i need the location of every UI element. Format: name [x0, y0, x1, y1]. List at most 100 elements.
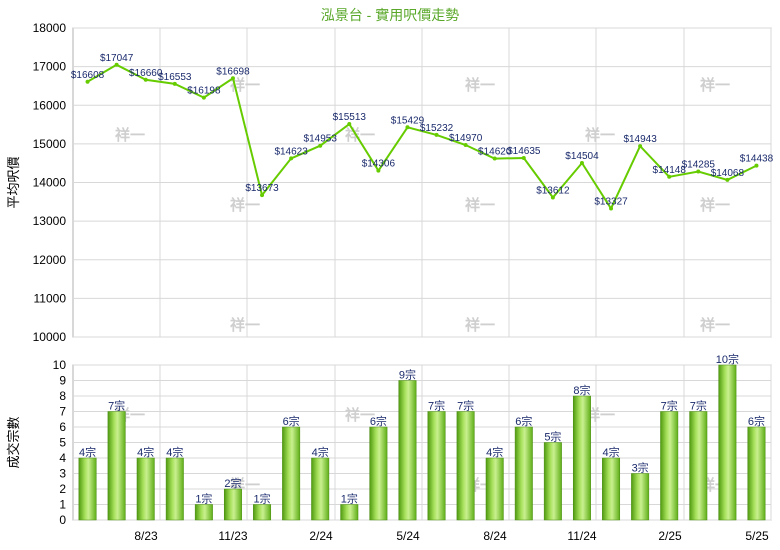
price-point [376, 168, 381, 173]
watermark: 祥一 [230, 316, 260, 334]
watermark: 祥一 [345, 406, 375, 424]
price-point [725, 177, 730, 182]
price-data-label: $14953 [304, 134, 338, 145]
volume-bar [572, 395, 591, 521]
price-point [434, 132, 439, 137]
volume-bar [194, 504, 213, 521]
price-point [405, 125, 410, 130]
volume-y-tick-label: 4 [59, 451, 66, 465]
volume-bars [78, 364, 766, 521]
price-data-label: $16553 [158, 72, 192, 83]
volume-bar [514, 426, 533, 521]
volume-bar [282, 426, 301, 521]
price-point [696, 169, 701, 174]
price-data-label: $14285 [682, 159, 716, 170]
volume-y-tick-label: 3 [59, 467, 66, 481]
price-point [667, 174, 672, 179]
price-data-label: $14504 [565, 151, 599, 162]
volume-y-tick-label: 7 [59, 405, 66, 419]
price-point [347, 122, 352, 127]
price-y-tick-label: 17000 [33, 60, 67, 74]
price-data-label: $16198 [187, 86, 221, 97]
watermark: 祥一 [465, 316, 495, 334]
price-y-tick-label: 15000 [33, 137, 67, 151]
price-points [85, 62, 759, 211]
price-point [638, 144, 643, 149]
volume-bar [602, 457, 621, 521]
price-point [609, 206, 614, 211]
x-tick-label: 8/23 [134, 529, 158, 543]
price-data-label: $15429 [391, 115, 425, 126]
watermark: 祥一 [230, 76, 260, 94]
volume-bar [689, 411, 708, 521]
price-point [201, 95, 206, 100]
watermark: 祥一 [700, 76, 730, 94]
volume-bar [427, 411, 446, 521]
price-point [289, 156, 294, 161]
watermark: 祥一 [465, 196, 495, 214]
volume-y-tick-label: 9 [59, 374, 66, 388]
watermark: 祥一 [115, 126, 145, 144]
price-data-label: $16698 [216, 66, 250, 77]
price-point [550, 195, 555, 200]
price-y-ticks: 10000 11000 12000 13000 14000 15000 16000 17000… [33, 21, 67, 344]
price-data-label: $14635 [507, 146, 541, 157]
price-data-label: $14623 [274, 146, 308, 157]
watermark: 祥一 [585, 126, 615, 144]
volume-data-label: 7宗 [690, 399, 707, 413]
volume-data-label: 10宗 [716, 352, 739, 366]
volume-grid [73, 364, 772, 521]
volume-bar [165, 457, 184, 521]
volume-bar [311, 457, 330, 521]
price-point [260, 193, 265, 198]
volume-y-tick-label: 2 [59, 482, 66, 496]
volume-data-label: 2宗 [224, 476, 241, 490]
price-data-label: $14438 [740, 154, 774, 165]
volume-data-label: 7宗 [108, 399, 125, 413]
price-grid [73, 27, 772, 338]
volume-data-label: 7宗 [661, 399, 678, 413]
volume-data-label: 7宗 [457, 399, 474, 413]
volume-data-label: 6宗 [515, 414, 532, 428]
volume-y-axis-title: 成交宗數 [6, 416, 21, 468]
price-y-tick-label: 14000 [33, 176, 67, 190]
volume-data-label: 4宗 [79, 445, 96, 459]
price-data-label: $14970 [449, 133, 483, 144]
x-tick-label: 2/24 [309, 529, 333, 543]
watermark: 祥一 [700, 196, 730, 214]
price-point [114, 62, 119, 67]
volume-data-label: 4宗 [312, 445, 329, 459]
price-point [318, 143, 323, 148]
price-data-label: $16660 [129, 68, 163, 79]
volume-bar [631, 473, 650, 521]
watermark: 祥一 [700, 316, 730, 334]
price-point [230, 76, 235, 81]
price-data-label: $13673 [245, 183, 279, 194]
volume-data-label: 6宗 [283, 414, 300, 428]
watermark: 祥一 [585, 406, 615, 424]
price-y-tick-label: 11000 [34, 291, 67, 305]
chart-title: 泓景台 - 實用呎價走勢 [321, 7, 459, 23]
price-y-tick-label: 18000 [33, 21, 67, 35]
price-data-label: $14620 [478, 147, 512, 158]
x-tick-label: 2/25 [658, 529, 682, 543]
volume-data-label: 1宗 [195, 492, 212, 506]
volume-bar [718, 364, 737, 521]
price-point [85, 79, 90, 84]
volume-bar [136, 457, 155, 521]
x-tick-label: 11/24 [567, 529, 596, 543]
price-point [143, 77, 148, 82]
volume-data-label: 4宗 [137, 445, 154, 459]
watermark: 祥一 [465, 76, 495, 94]
volume-data-label: 7宗 [428, 399, 445, 413]
volume-y-tick-label: 1 [59, 498, 66, 512]
price-series-line [86, 63, 757, 211]
x-tick-label: 8/24 [483, 529, 507, 543]
price-data-labels: $16608 $17047 $16660$16553 $16198 $16698 $136… [71, 53, 774, 208]
price-data-label: $15513 [333, 112, 367, 123]
watermark: 祥一 [230, 196, 260, 214]
volume-bar [253, 504, 272, 521]
price-data-label: $13327 [594, 196, 628, 207]
price-data-label: $17047 [100, 53, 134, 64]
volume-bar [543, 442, 562, 521]
